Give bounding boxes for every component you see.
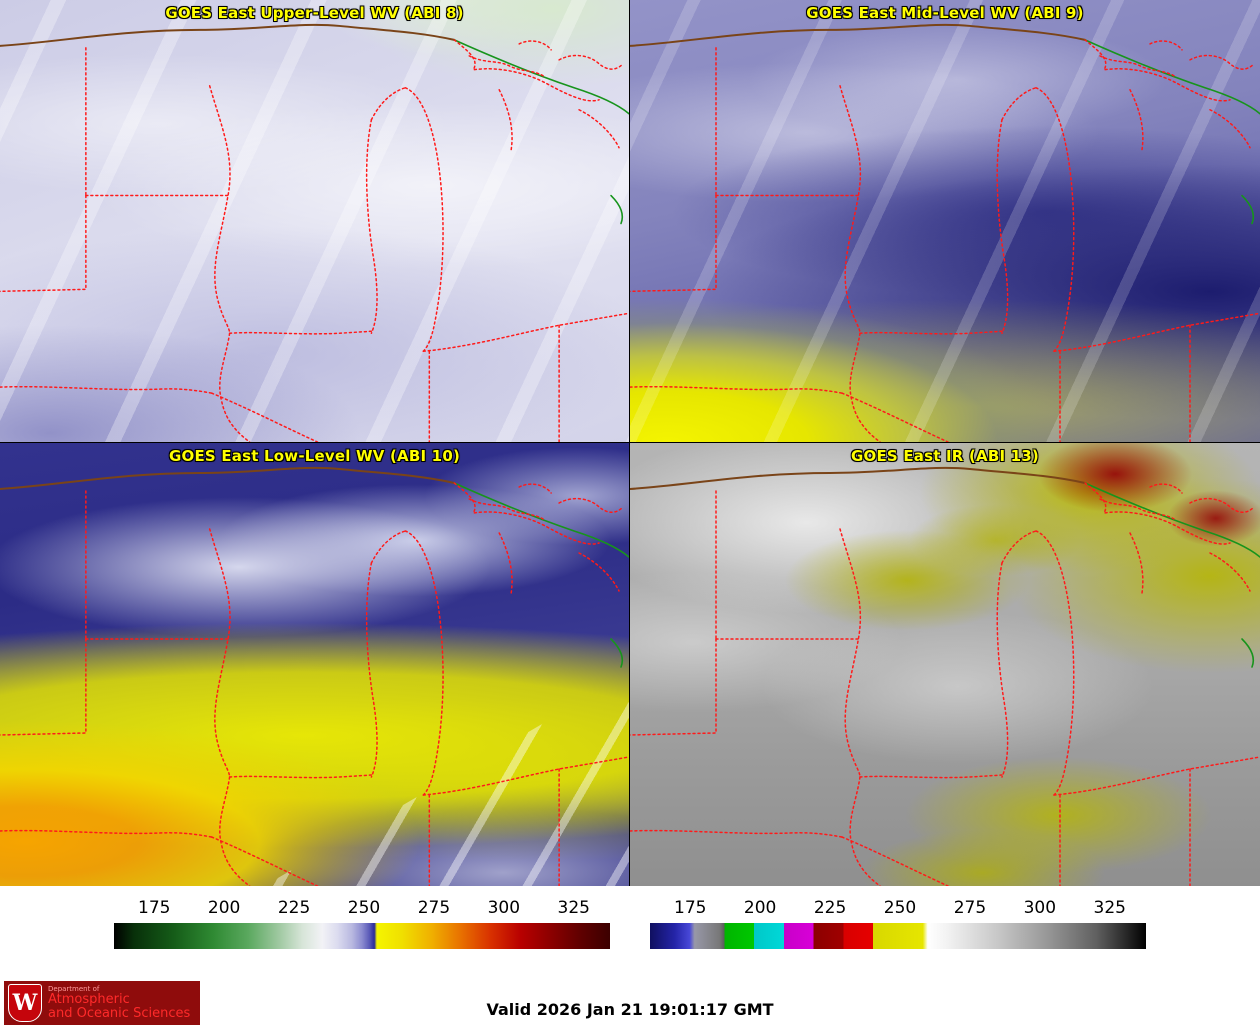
state-boundaries-map (0, 466, 629, 886)
tick-label: 225 (277, 898, 311, 918)
uw-crest-icon: W (8, 984, 42, 1022)
panel-ir: GOES East IR (ABI 13) (630, 443, 1260, 886)
tick-label: 250 (883, 898, 917, 918)
panel-mid-level-wv: GOES East Mid-Level WV (ABI 9) (630, 0, 1260, 443)
panel-title-abi9: GOES East Mid-Level WV (ABI 9) (806, 4, 1084, 22)
tick-label: 200 (743, 898, 777, 918)
tick-label: 200 (207, 898, 241, 918)
colorbar-wv-gradient (114, 923, 610, 949)
state-boundaries-map (630, 23, 1260, 442)
boundaries-overlay (630, 443, 1260, 886)
panel-title-abi13: GOES East IR (ABI 13) (850, 447, 1039, 465)
state-boundaries-map (0, 23, 629, 442)
logo-name-line2: and Oceanic Sciences (48, 1005, 191, 1021)
tick-label: 275 (417, 898, 451, 918)
valid-timestamp: Valid 2026 Jan 21 19:01:17 GMT (486, 1000, 774, 1019)
tick-label: 225 (813, 898, 847, 918)
crest-letter: W (12, 990, 38, 1016)
footer: 175 200 225 250 275 300 325 175 200 225 … (0, 886, 1260, 1027)
colorbar-wv-ticks: 175 200 225 250 275 300 325 (114, 898, 610, 923)
tick-label: 325 (557, 898, 590, 918)
colorbar-ir-gradient (650, 923, 1146, 949)
panel-upper-level-wv: GOES East Upper-Level WV (ABI 8) (0, 0, 630, 443)
tick-label: 300 (1023, 898, 1057, 918)
panel-grid: GOES East Upper-Level WV (ABI 8) GOES Ea… (0, 0, 1260, 886)
logo-department-line: Department of (48, 984, 100, 993)
colorbar-ir-ticks: 175 200 225 250 275 300 325 (650, 898, 1146, 923)
boundaries-overlay (630, 0, 1260, 442)
colorbar-ir: 175 200 225 250 275 300 325 (650, 898, 1146, 949)
tick-label: 175 (138, 898, 171, 918)
colorbar-wv: 175 200 225 250 275 300 325 (114, 898, 610, 949)
logo-name-line1: Atmospheric (48, 992, 130, 1008)
state-boundaries-map (630, 466, 1260, 886)
tick-label: 250 (347, 898, 381, 918)
panel-low-level-wv: GOES East Low-Level WV (ABI 10) (0, 443, 630, 886)
colorbar-row: 175 200 225 250 275 300 325 175 200 225 … (0, 886, 1260, 949)
tick-label: 300 (487, 898, 521, 918)
uw-aos-logo: W Department of Atmospheric and Oceanic … (4, 981, 201, 1025)
tick-label: 275 (953, 898, 987, 918)
panel-title-abi10: GOES East Low-Level WV (ABI 10) (168, 447, 461, 465)
boundaries-overlay (0, 443, 629, 886)
tick-label: 325 (1093, 898, 1126, 918)
boundaries-overlay (0, 0, 629, 442)
panel-title-abi8: GOES East Upper-Level WV (ABI 8) (165, 4, 464, 22)
logo-text: Department of Atmospheric and Oceanic Sc… (48, 984, 191, 1021)
tick-label: 175 (674, 898, 707, 918)
